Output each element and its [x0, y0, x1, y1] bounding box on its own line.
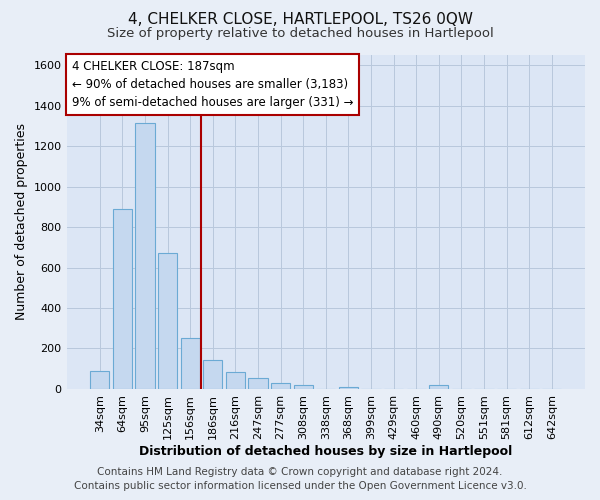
Bar — [429, 386, 448, 389]
Text: Contains HM Land Registry data © Crown copyright and database right 2024.
Contai: Contains HM Land Registry data © Crown c… — [74, 467, 526, 491]
Bar — [181, 338, 200, 389]
Bar — [339, 387, 358, 389]
Bar — [113, 210, 132, 389]
Bar — [158, 253, 177, 389]
Bar — [293, 385, 313, 389]
Bar — [226, 372, 245, 389]
Bar — [90, 371, 109, 389]
X-axis label: Distribution of detached houses by size in Hartlepool: Distribution of detached houses by size … — [139, 444, 512, 458]
Text: 4, CHELKER CLOSE, HARTLEPOOL, TS26 0QW: 4, CHELKER CLOSE, HARTLEPOOL, TS26 0QW — [128, 12, 473, 28]
Y-axis label: Number of detached properties: Number of detached properties — [15, 124, 28, 320]
Bar — [271, 384, 290, 389]
Bar — [136, 123, 155, 389]
Text: Size of property relative to detached houses in Hartlepool: Size of property relative to detached ho… — [107, 28, 493, 40]
Text: 4 CHELKER CLOSE: 187sqm
← 90% of detached houses are smaller (3,183)
9% of semi-: 4 CHELKER CLOSE: 187sqm ← 90% of detache… — [72, 60, 353, 109]
Bar — [203, 360, 223, 389]
Bar — [248, 378, 268, 389]
